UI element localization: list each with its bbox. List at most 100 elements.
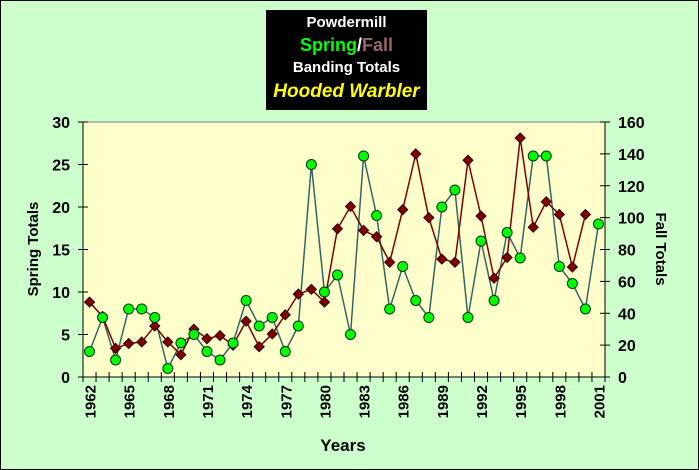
spring-marker bbox=[305, 159, 317, 170]
spring-marker bbox=[136, 303, 148, 315]
spring-marker bbox=[318, 286, 330, 298]
spring-marker bbox=[592, 218, 604, 230]
fall-marker bbox=[449, 256, 461, 268]
x-tick-label: 1980 bbox=[317, 385, 334, 418]
fall-marker bbox=[175, 348, 187, 361]
spring-marker bbox=[566, 278, 578, 289]
x-tick-label: 1995 bbox=[513, 385, 530, 418]
spring-marker bbox=[253, 320, 265, 332]
fall-marker bbox=[279, 309, 291, 321]
fall-marker bbox=[201, 333, 213, 345]
x-tick-label: 1962 bbox=[83, 385, 100, 418]
y2-tick-label: 80 bbox=[618, 243, 636, 260]
x-axis-title: Years bbox=[320, 436, 365, 455]
y-tick-label: 20 bbox=[52, 200, 70, 217]
fall-marker bbox=[383, 256, 396, 268]
title-species: Hooded Warbler bbox=[273, 81, 420, 102]
spring-marker bbox=[358, 150, 370, 162]
spring-marker bbox=[266, 312, 278, 323]
y2-tick-label: 60 bbox=[618, 274, 636, 291]
y-tick-label: 10 bbox=[52, 285, 70, 302]
fall-marker bbox=[475, 210, 487, 222]
spring-marker bbox=[436, 201, 448, 213]
title-location: Powdermill bbox=[306, 14, 387, 31]
fall-marker bbox=[527, 221, 539, 233]
spring-marker bbox=[553, 261, 565, 272]
x-tick-label: 1977 bbox=[278, 385, 295, 418]
y2-tick-label: 100 bbox=[618, 211, 645, 228]
fall-marker bbox=[566, 261, 579, 273]
spring-marker bbox=[84, 346, 96, 357]
fall-marker bbox=[357, 224, 370, 237]
spring-marker bbox=[371, 210, 383, 221]
y2-tick-label: 140 bbox=[618, 147, 645, 164]
spring-marker bbox=[279, 346, 291, 357]
x-tick-label: 1974 bbox=[239, 384, 256, 418]
spring-marker bbox=[188, 329, 200, 340]
spring-marker bbox=[579, 303, 591, 315]
fall-marker bbox=[410, 148, 422, 160]
fall-marker bbox=[397, 203, 409, 216]
data-markers bbox=[83, 132, 604, 374]
title-slash: / bbox=[356, 35, 362, 55]
x-tick-label: 1968 bbox=[161, 385, 178, 418]
y2-axis-title: Fall Totals bbox=[652, 212, 669, 285]
spring-marker bbox=[540, 150, 552, 162]
fall-marker bbox=[540, 195, 552, 208]
fall-marker bbox=[462, 154, 474, 166]
chart-title-box: Powdermill Spring/Fall Banding Totals Ho… bbox=[266, 10, 427, 110]
spring-marker bbox=[331, 269, 343, 281]
y-tick-label: 30 bbox=[52, 115, 70, 132]
y-tick-label: 25 bbox=[52, 158, 70, 175]
y2-tick-label: 40 bbox=[618, 306, 636, 323]
fall-marker bbox=[331, 223, 344, 235]
fall-marker bbox=[318, 296, 331, 308]
y2-tick-label: 120 bbox=[618, 179, 645, 196]
fall-marker bbox=[305, 283, 318, 296]
fall-marker bbox=[579, 208, 592, 221]
spring-marker bbox=[123, 303, 135, 315]
fall-marker bbox=[553, 208, 566, 221]
spring-marker bbox=[149, 312, 161, 323]
spring-marker bbox=[475, 235, 487, 247]
fall-marker bbox=[83, 296, 96, 308]
y-axis-title: Spring Totals bbox=[25, 202, 42, 297]
spring-marker bbox=[227, 337, 239, 349]
fall-marker bbox=[292, 288, 305, 300]
fall-marker bbox=[162, 336, 174, 348]
x-tick-label: 1965 bbox=[122, 385, 139, 418]
spring-series-line bbox=[88, 155, 600, 371]
y-tick-label: 5 bbox=[61, 328, 70, 345]
spring-marker bbox=[410, 295, 422, 306]
x-tick-label: 1983 bbox=[357, 385, 374, 418]
x-tick-label: 1971 bbox=[200, 385, 217, 418]
fall-marker bbox=[240, 315, 252, 327]
fall-marker bbox=[136, 336, 148, 348]
axes: 0 5 10 15 20 25 30 0 20 40 60 80 100 120 140 160 1962 196… bbox=[52, 115, 645, 418]
spring-marker bbox=[240, 295, 252, 306]
plot-area bbox=[82, 121, 606, 378]
spring-marker bbox=[501, 227, 513, 238]
title-fall: Fall bbox=[362, 35, 394, 55]
title-season: Spring/Fall bbox=[266, 33, 427, 57]
spring-marker bbox=[488, 295, 500, 306]
spring-marker bbox=[397, 261, 409, 272]
spring-marker bbox=[449, 184, 461, 196]
x-tick-label: 1989 bbox=[435, 385, 452, 418]
fall-marker bbox=[253, 341, 265, 353]
spring-marker bbox=[214, 354, 226, 366]
fall-marker bbox=[266, 328, 278, 340]
spring-marker bbox=[423, 312, 435, 323]
spring-marker bbox=[201, 346, 213, 357]
y-tick-label: 0 bbox=[61, 370, 70, 387]
spring-marker bbox=[110, 354, 122, 366]
y-tick-label: 15 bbox=[52, 243, 70, 260]
fall-marker bbox=[344, 200, 357, 213]
fall-marker bbox=[149, 320, 161, 332]
x-tick-label: 2001 bbox=[591, 385, 608, 418]
fall-marker bbox=[214, 329, 226, 342]
x-tick-label: 1992 bbox=[474, 385, 491, 418]
title-subtitle: Banding Totals bbox=[292, 59, 401, 76]
spring-marker bbox=[175, 337, 187, 349]
